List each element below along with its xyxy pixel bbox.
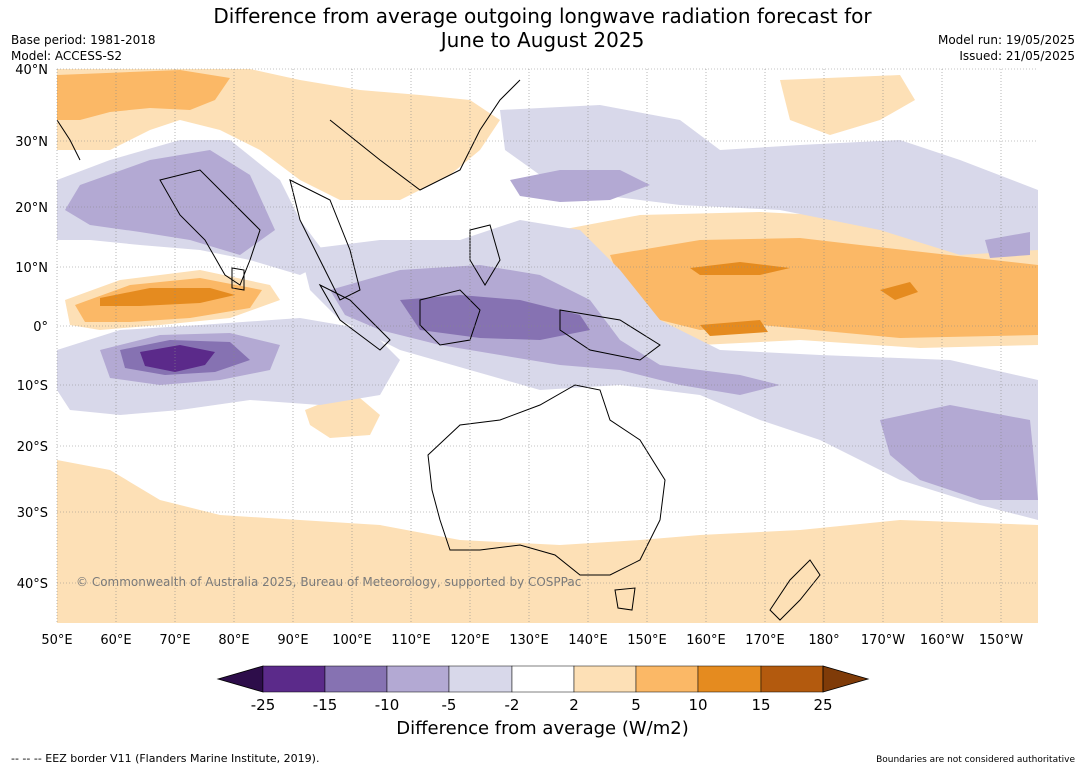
india-outline: [159, 169, 261, 286]
lon-label: 120°E: [450, 633, 490, 648]
graticule: [56, 68, 1038, 623]
lon-label: 170°E: [745, 633, 785, 648]
model-name: Model: ACCESS-S2: [11, 49, 123, 63]
sri-lanka-outline: [231, 267, 245, 291]
title-line-2: June to August 2025: [440, 28, 645, 52]
colorbar-extend-high: [822, 665, 870, 693]
colorbar-tick: -25: [251, 696, 276, 714]
africa-coast-outline: [57, 119, 81, 161]
lon-label: 160°E: [686, 633, 726, 648]
sumatra-outline: [318, 283, 391, 351]
lon-label: 170°W: [861, 633, 905, 648]
meta-left: Base period: 1981-2018 Model: ACCESS-S2: [11, 32, 156, 64]
lon-label: 160°W: [920, 633, 964, 648]
longitude-labels: 50°E 60°E 70°E 80°E 90°E 100°E 110°E 120…: [41, 633, 1023, 648]
lat-label: 40°N: [15, 63, 48, 78]
positive-anomaly-northwest: [57, 70, 230, 120]
meta-right: Model run: 19/05/2025 Issued: 21/05/2025: [938, 32, 1075, 64]
negative-anomaly-north-pacific: [500, 105, 1038, 255]
colorbar-tick: -2: [505, 696, 520, 714]
positive-anomaly-small-south: [305, 398, 380, 438]
colorbar-tick: -15: [313, 696, 338, 714]
colorbar-extend-low: [216, 665, 264, 693]
lon-label: 50°E: [41, 633, 72, 648]
negative-anomaly-indian-ocean-peak: [140, 345, 215, 372]
australia-outline: [427, 384, 666, 576]
title-line-1: Difference from average outgoing longwav…: [213, 4, 872, 28]
positive-anomaly-core-c: [880, 282, 918, 300]
new-guinea-outline: [559, 309, 661, 361]
lon-label: 150°W: [979, 633, 1023, 648]
lon-label: 110°E: [391, 633, 431, 648]
lat-label: 0°: [33, 320, 48, 335]
lon-label: 60°E: [100, 633, 131, 648]
colorbar-tick: -5: [442, 696, 457, 714]
colorbar-tick: -10: [375, 696, 400, 714]
new-zealand-outline: [769, 559, 821, 621]
coastlines: [57, 79, 821, 621]
eez-border-note: -- -- -- EEZ border V11 (Flanders Marine…: [11, 752, 320, 765]
boundaries-disclaimer: Boundaries are not considered authoritat…: [876, 755, 1075, 765]
lat-label: 20°S: [17, 440, 48, 455]
colorbar-tick: 5: [631, 696, 641, 714]
colorbar-tick: 25: [813, 696, 832, 714]
lon-label: 80°E: [218, 633, 249, 648]
lat-label: 20°N: [15, 201, 48, 216]
colorbar: -25 -15 -10 -5 -2 2 5 10 15 25: [216, 665, 870, 714]
negative-anomaly-maritime-continent-core: [400, 295, 590, 340]
negative-anomaly-bay-of-bengal-core: [65, 150, 275, 255]
southeast-asia-outline: [289, 179, 361, 301]
lon-label: 70°E: [159, 633, 190, 648]
colorbar-segment: [635, 665, 699, 693]
model-run: Model run: 19/05/2025: [937, 33, 1075, 47]
negative-anomaly-north-pacific-core: [510, 170, 650, 202]
map-title: Difference from average outgoing longwav…: [0, 4, 1085, 52]
colorbar-segment: [386, 665, 450, 693]
latitude-labels: 40°N 30°N 20°N 10°N 0° 10°S 20°S 30°S 40…: [15, 63, 48, 592]
lon-label: 130°E: [509, 633, 549, 648]
lat-label: 10°S: [17, 379, 48, 394]
lon-label: 140°E: [568, 633, 608, 648]
lon-label: 90°E: [277, 633, 308, 648]
positive-anomaly-arabian-sea-peak: [100, 288, 235, 306]
lat-label: 10°N: [15, 261, 48, 276]
issued-date: Issued: 21/05/2025: [959, 49, 1075, 63]
colorbar-tick: 15: [751, 696, 770, 714]
colorbar-segment: [760, 665, 824, 693]
tasmania-outline: [614, 587, 636, 611]
colorbar-segment: [511, 665, 575, 693]
colorbar-segment: [573, 665, 637, 693]
lat-label: 30°S: [17, 506, 48, 521]
negative-anomaly-south-pacific: [880, 405, 1038, 500]
lon-label: 180°: [808, 633, 839, 648]
lon-label: 100°E: [332, 633, 372, 648]
lat-label: 40°S: [17, 577, 48, 592]
positive-anomaly-south-band: [57, 460, 1038, 623]
positive-anomaly-core-b: [690, 262, 790, 275]
copyright-notice: © Commonwealth of Australia 2025, Bureau…: [76, 575, 581, 589]
positive-anomaly-core-d: [700, 320, 768, 336]
colorbar-segment: [262, 665, 326, 693]
colorbar-tick: 2: [569, 696, 579, 714]
negative-anomaly-east-pacific: [985, 232, 1030, 258]
base-period: Base period: 1981-2018: [11, 33, 156, 47]
lon-label: 150°E: [627, 633, 667, 648]
colorbar-segment: [448, 665, 513, 693]
positive-anomaly-north-pacific: [780, 75, 915, 135]
lat-label: 30°N: [15, 135, 48, 150]
colorbar-segment: [697, 665, 762, 693]
colorbar-title: Difference from average (W/m2): [396, 718, 689, 739]
colorbar-segment: [324, 665, 388, 693]
colorbar-tick: 10: [688, 696, 707, 714]
china-coast-outline: [329, 79, 521, 191]
